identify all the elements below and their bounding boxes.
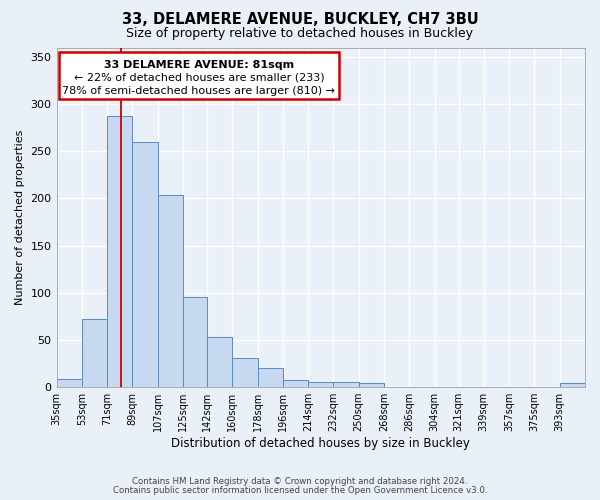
Bar — [283, 380, 308, 387]
Text: ← 22% of detached houses are smaller (233): ← 22% of detached houses are smaller (23… — [74, 73, 324, 83]
Text: Contains HM Land Registry data © Crown copyright and database right 2024.: Contains HM Land Registry data © Crown c… — [132, 477, 468, 486]
Bar — [308, 382, 334, 387]
Bar — [133, 142, 158, 387]
Bar — [560, 384, 585, 387]
Bar — [359, 384, 384, 387]
Bar — [232, 358, 257, 387]
Text: Size of property relative to detached houses in Buckley: Size of property relative to detached ho… — [127, 28, 473, 40]
Bar — [107, 116, 133, 387]
Bar — [257, 368, 283, 387]
Text: 78% of semi-detached houses are larger (810) →: 78% of semi-detached houses are larger (… — [62, 86, 335, 96]
Y-axis label: Number of detached properties: Number of detached properties — [15, 130, 25, 305]
Bar — [183, 296, 207, 387]
Bar — [207, 337, 232, 387]
Bar — [59, 52, 339, 100]
X-axis label: Distribution of detached houses by size in Buckley: Distribution of detached houses by size … — [172, 437, 470, 450]
Text: 33, DELAMERE AVENUE, BUCKLEY, CH7 3BU: 33, DELAMERE AVENUE, BUCKLEY, CH7 3BU — [122, 12, 478, 28]
Text: Contains public sector information licensed under the Open Government Licence v3: Contains public sector information licen… — [113, 486, 487, 495]
Bar — [56, 378, 82, 387]
Bar — [158, 194, 183, 387]
Text: 33 DELAMERE AVENUE: 81sqm: 33 DELAMERE AVENUE: 81sqm — [104, 60, 294, 70]
Bar — [334, 382, 359, 387]
Bar — [82, 320, 107, 387]
